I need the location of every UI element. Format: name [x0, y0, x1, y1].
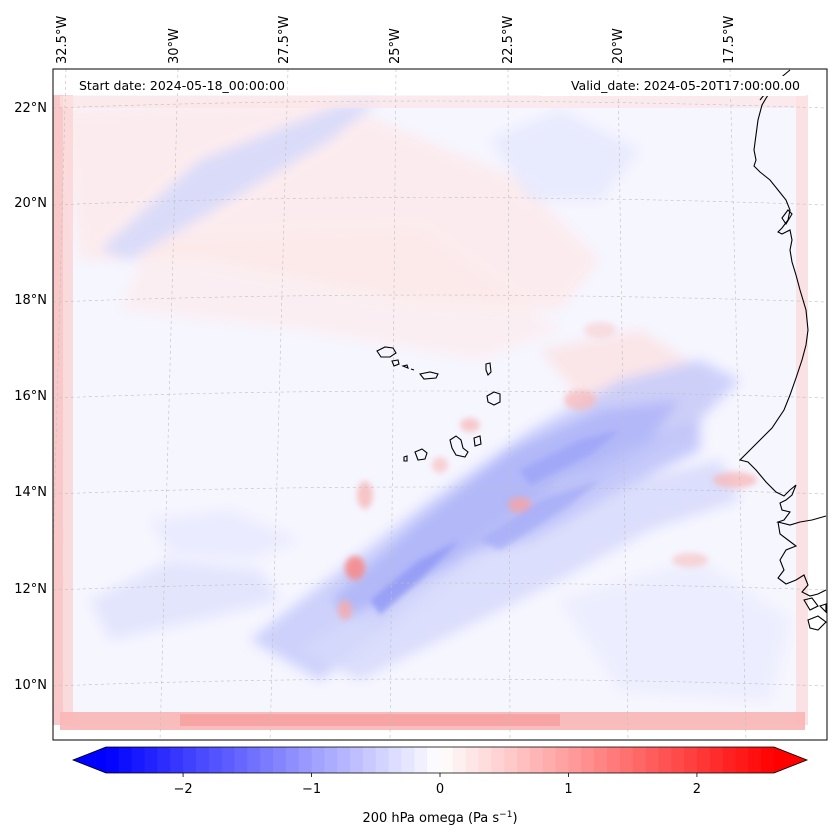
colorbar-swatch	[452, 747, 467, 773]
lat-label: 16°N	[14, 389, 47, 404]
colorbar-swatch	[478, 747, 492, 773]
colorbar-swatch	[183, 747, 197, 773]
longitude-labels: 32.5°W 30°W 27.5°W 25°W 22.5°W 20°W 17.5…	[55, 16, 737, 64]
colorbar-swatch	[247, 747, 261, 773]
colorbar-swatch	[735, 747, 749, 773]
colorbar-swatch	[234, 747, 248, 773]
lat-label: 22°N	[14, 101, 47, 116]
meridian-30w	[159, 69, 179, 740]
lon-label: 25°W	[388, 28, 403, 64]
lat-label: 20°N	[14, 196, 47, 211]
colorbar-outline	[71, 746, 809, 774]
colorbar-swatch	[581, 747, 595, 773]
colorbar-swatches	[73, 747, 807, 773]
gridlines	[53, 69, 827, 740]
start-date-label: Start date: 2024-05-18_00:00:00	[79, 78, 285, 93]
colorbar-swatch	[748, 747, 762, 773]
colorbar-swatch	[298, 747, 313, 773]
colorbar-swatch	[632, 747, 647, 773]
colorbar-swatch	[619, 747, 634, 773]
colorbar-extend-high	[774, 747, 807, 773]
colorbar-tick-label: −2	[173, 782, 192, 797]
colorbar-swatch	[542, 747, 557, 773]
colorbar: −2 −1 0 1 2 200 hPa omega (Pa s−1)	[71, 746, 809, 826]
colorbar-swatch	[285, 747, 300, 773]
valid-date-background	[540, 76, 806, 96]
colorbar-swatch	[208, 747, 223, 773]
map-panel: Start date: 2024-05-18_00:00:00 Valid_da…	[52, 68, 828, 741]
colorbar-ticks: −2 −1 0 1 2	[173, 773, 701, 797]
lon-label: 22.5°W	[501, 16, 516, 64]
lat-label: 18°N	[14, 293, 47, 308]
colorbar-swatch	[504, 747, 518, 773]
colorbar-swatch	[671, 747, 685, 773]
colorbar-swatch	[568, 747, 582, 773]
colorbar-swatch	[350, 747, 364, 773]
colorbar-swatch	[722, 747, 737, 773]
colorbar-swatch	[658, 747, 672, 773]
colorbar-swatch	[273, 747, 287, 773]
lat-label: 10°N	[14, 678, 47, 693]
colorbar-swatch	[555, 747, 570, 773]
cape-verde-islands	[376, 346, 501, 462]
colorbar-swatch	[517, 747, 531, 773]
colorbar-swatch	[645, 747, 659, 773]
colorbar-swatch	[324, 747, 338, 773]
lat-label: 12°N	[14, 582, 47, 597]
colorbar-swatch	[221, 747, 236, 773]
colorbar-swatch	[375, 747, 390, 773]
colorbar-swatch	[594, 747, 608, 773]
colorbar-swatch	[684, 747, 698, 773]
map-frame	[52, 68, 828, 741]
colorbar-swatch	[529, 747, 544, 773]
colorbar-swatch	[106, 747, 120, 773]
colorbar-swatch	[465, 747, 480, 773]
lon-label: 17.5°W	[722, 16, 737, 64]
colorbar-swatch	[362, 747, 377, 773]
colorbar-swatch	[709, 747, 724, 773]
latitude-labels: 22°N 20°N 18°N 16°N 14°N 12°N 10°N	[14, 101, 47, 693]
colorbar-swatch	[260, 747, 274, 773]
colorbar-swatch	[427, 747, 441, 773]
colorbar-swatch	[491, 747, 505, 773]
colorbar-tick-label: 1	[564, 782, 572, 797]
meridian-17-5w	[729, 69, 747, 740]
colorbar-swatch	[118, 747, 133, 773]
colorbar-swatch	[311, 747, 325, 773]
colorbar-swatch	[440, 747, 454, 773]
colorbar-swatch	[337, 747, 351, 773]
lon-label: 27.5°W	[277, 16, 292, 64]
lon-label: 20°W	[611, 28, 626, 64]
meridian-27-5w	[269, 69, 289, 740]
colorbar-swatch	[388, 747, 403, 773]
colorbar-swatch	[414, 747, 428, 773]
lat-label: 14°N	[14, 485, 47, 500]
lon-label: 30°W	[167, 28, 182, 64]
colorbar-extend-low	[73, 747, 106, 773]
colorbar-swatch	[696, 747, 711, 773]
colorbar-label: 200 hPa omega (Pa s−1)	[362, 810, 517, 826]
colorbar-tick-label: 0	[436, 782, 444, 797]
colorbar-swatch	[401, 747, 415, 773]
colorbar-swatch	[761, 747, 775, 773]
colorbar-swatch	[170, 747, 184, 773]
coastal-islets	[781, 209, 827, 631]
colorbar-swatch	[607, 747, 621, 773]
colorbar-tick-label: 2	[693, 782, 701, 797]
meridian-25w	[389, 69, 397, 740]
colorbar-swatch	[131, 747, 146, 773]
meridian-20w	[617, 69, 629, 740]
lon-label: 32.5°W	[55, 16, 70, 64]
omega-field	[53, 95, 808, 730]
colorbar-swatch	[157, 747, 171, 773]
colorbar-swatch	[195, 747, 210, 773]
colorbar-tick-label: −1	[302, 782, 321, 797]
colorbar-swatch	[144, 747, 158, 773]
meridian-22-5w	[507, 69, 511, 740]
valid-date-label: Valid_date: 2024-05-20T17:00:00.00	[571, 78, 800, 93]
